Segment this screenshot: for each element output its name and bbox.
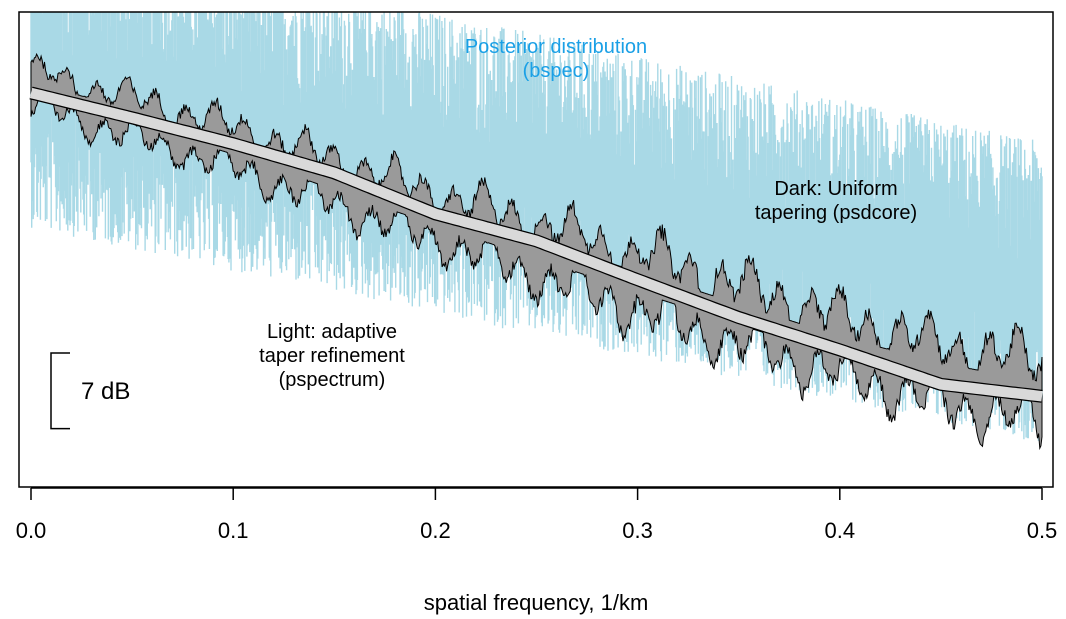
annotation-line: (pspectrum): [279, 369, 386, 391]
annotation-line: Dark: Uniform: [774, 178, 897, 200]
x-tick-label: 0.4: [825, 518, 856, 543]
annotation-line: tapering (psdcore): [755, 202, 917, 224]
x-tick-label: 0.3: [622, 518, 653, 543]
plot-frame: [18, 11, 1054, 488]
annotation-line: Posterior distribution: [465, 36, 647, 58]
series-psdcore-band: [30, 52, 1043, 451]
plot-area: [29, 12, 1043, 451]
x-tick-label: 0.5: [1027, 518, 1058, 543]
x-tick-label: 0.1: [218, 518, 249, 543]
x-axis-label: spatial frequency, 1/km: [424, 590, 649, 615]
annotation-line: (bspec): [523, 60, 590, 82]
annotation-dark-psdcore: Dark: Uniform tapering (psdcore): [755, 178, 917, 224]
scale-bar-label: 7 dB: [81, 378, 130, 405]
x-tick-label: 0.2: [420, 518, 451, 543]
series-pspectrum-curve: [29, 87, 1043, 402]
x-tick-label: 0.0: [16, 518, 47, 543]
scale-bar-bracket: [50, 352, 70, 430]
annotation-line: Light: adaptive: [267, 321, 397, 343]
annotations: Posterior distribution (bspec) Dark: Unifo…: [259, 36, 917, 391]
scale-bar: 7 dB: [50, 352, 130, 430]
x-axis: 0.0 0.1 0.2 0.3 0.4 0.5: [16, 487, 1058, 543]
annotation-line: taper refinement: [259, 345, 405, 367]
annotation-posterior: Posterior distribution (bspec): [465, 36, 647, 82]
annotation-light-pspectrum: Light: adaptive taper refinement (pspectru…: [259, 321, 405, 391]
